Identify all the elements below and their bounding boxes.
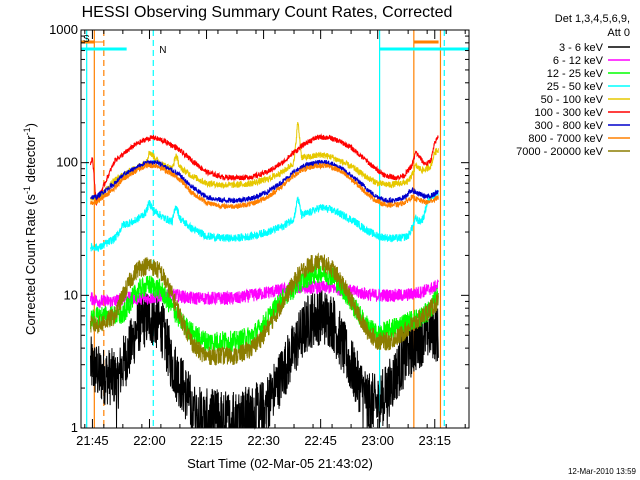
y-axis-label: Corrected Count Rate (s-1 detector-1): [22, 123, 38, 335]
series-line: [90, 133, 439, 207]
x-tick-label: 22:15: [190, 433, 223, 448]
legend-label: 800 - 7000 keV: [528, 133, 603, 145]
y-tick-label: 10: [64, 287, 78, 302]
series-line: [90, 279, 439, 308]
y-tick-label: 1000: [49, 22, 78, 37]
x-axis-label: Start Time (02-Mar-05 21:43:02): [187, 456, 373, 471]
x-tick-label: 22:00: [133, 433, 166, 448]
legend-label: 25 - 50 keV: [547, 81, 604, 93]
legend-attenuator-header: Att 0: [607, 27, 630, 39]
series-line: [90, 288, 439, 430]
y-tick-label: 1: [71, 420, 78, 435]
legend-label: 100 - 300 keV: [535, 107, 604, 119]
series-line: [90, 161, 439, 210]
x-tick-label: 23:00: [361, 433, 394, 448]
plot-area: SN: [81, 30, 469, 430]
legend-label: 300 - 800 keV: [535, 120, 604, 132]
series-line: [90, 189, 439, 253]
footer-timestamp: 12-Mar-2010 13:59: [568, 467, 637, 476]
x-tick-label: 21:45: [76, 433, 109, 448]
x-tick-label: 22:45: [304, 433, 337, 448]
y-axis: 1 10 100 1000: [49, 22, 469, 435]
saa-label: S: [83, 34, 90, 45]
night-label: N: [159, 45, 166, 56]
y-tick-label: 100: [56, 155, 78, 170]
series-line: [90, 252, 439, 366]
legend-label: 6 - 12 keV: [553, 55, 604, 67]
chart-title: HESSI Observing Summary Count Rates, Cor…: [82, 4, 453, 21]
legend-label: 12 - 25 keV: [547, 68, 604, 80]
x-axis: 21:45 22:00 22:15 22:30 22:45 23:00 23:15: [76, 30, 466, 448]
x-tick-label: 22:30: [247, 433, 280, 448]
legend-label: 3 - 6 keV: [559, 42, 604, 54]
legend-label: 7000 - 20000 keV: [516, 146, 604, 158]
x-tick-label: 23:15: [418, 433, 451, 448]
legend-detector-header: Det 1,3,4,5,6,9,: [555, 13, 630, 25]
series-line: [90, 122, 439, 201]
legend-label: 50 - 100 keV: [541, 94, 604, 106]
